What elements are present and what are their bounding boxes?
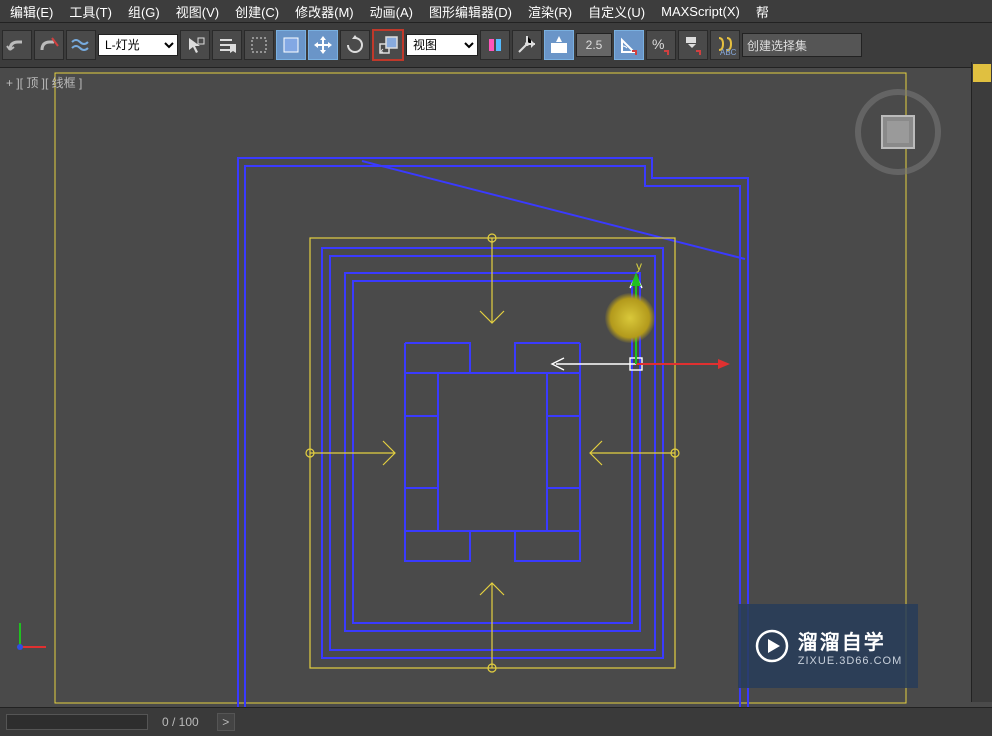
angle-snap-toggle-icon[interactable] <box>614 30 644 60</box>
menu-anim[interactable]: 动画(A) <box>362 0 421 23</box>
play-circle-icon <box>754 628 790 664</box>
percent-snap-toggle-icon[interactable]: % <box>646 30 676 60</box>
viewport[interactable]: + ][ 顶 ][ 线框 ] <box>0 68 972 708</box>
go-button[interactable]: > <box>217 713 235 731</box>
menu-group[interactable]: 组(G) <box>120 0 168 23</box>
frame-readout: 0 / 100 <box>148 715 213 729</box>
select-and-manipulate-icon[interactable] <box>512 30 542 60</box>
viewcube[interactable] <box>854 88 942 176</box>
command-panel-strip[interactable] <box>971 62 992 702</box>
menu-render[interactable]: 渲染(R) <box>520 0 580 23</box>
menu-modify[interactable]: 修改器(M) <box>287 0 362 23</box>
menu-create[interactable]: 创建(C) <box>227 0 287 23</box>
panel-tab-icon[interactable] <box>973 64 991 82</box>
keyboard-shortcut-override-icon[interactable] <box>544 30 574 60</box>
select-object-icon[interactable] <box>180 30 210 60</box>
use-pivot-center-icon[interactable] <box>480 30 510 60</box>
selection-region-icon[interactable] <box>244 30 274 60</box>
snap-spinner[interactable] <box>576 33 612 57</box>
reference-coord-combo[interactable]: 视图 <box>406 34 478 56</box>
bind-space-warp-icon[interactable] <box>66 30 96 60</box>
axis-tripod-icon <box>12 615 52 658</box>
menu-bar: 编辑(E) 工具(T) 组(G) 视图(V) 创建(C) 修改器(M) 动画(A… <box>0 0 992 23</box>
unlink-icon[interactable] <box>34 30 64 60</box>
window-crossing-icon[interactable] <box>276 30 306 60</box>
menu-help[interactable]: 帮 <box>748 0 777 23</box>
named-selection-combo[interactable] <box>742 33 862 57</box>
gizmo-y-label: y <box>636 259 642 273</box>
select-and-rotate-icon[interactable] <box>340 30 370 60</box>
go-label: > <box>222 715 229 729</box>
menu-script[interactable]: MAXScript(X) <box>653 2 748 21</box>
edit-named-sel-icon[interactable]: ABC <box>710 30 740 60</box>
menu-tools[interactable]: 工具(T) <box>61 0 120 23</box>
selection-filter-combo[interactable]: L-灯光 <box>98 34 178 56</box>
watermark-url: ZIXUE.3D66.COM <box>798 655 902 667</box>
watermark-title: 溜溜自学 <box>798 626 886 655</box>
viewport-label[interactable]: + ][ 顶 ][ 线框 ] <box>6 74 82 91</box>
spinner-snap-toggle-icon[interactable] <box>678 30 708 60</box>
select-and-move-icon[interactable] <box>308 30 338 60</box>
select-and-scale-icon[interactable] <box>372 29 404 61</box>
svg-text:ABC: ABC <box>720 48 736 56</box>
menu-view[interactable]: 视图(V) <box>168 0 227 23</box>
status-bar: 0 / 100 > <box>0 707 992 736</box>
time-scrubber[interactable] <box>6 714 148 730</box>
select-by-name-icon[interactable] <box>212 30 242 60</box>
menu-graph[interactable]: 图形编辑器(D) <box>421 0 520 23</box>
undo-link-icon[interactable] <box>2 30 32 60</box>
watermark-badge: 溜溜自学 ZIXUE.3D66.COM <box>738 604 918 688</box>
svg-text:%: % <box>652 36 664 52</box>
main-toolbar: L-灯光 视图 % ABC <box>0 23 992 68</box>
menu-edit[interactable]: 编辑(E) <box>2 0 61 23</box>
menu-custom[interactable]: 自定义(U) <box>580 0 653 23</box>
